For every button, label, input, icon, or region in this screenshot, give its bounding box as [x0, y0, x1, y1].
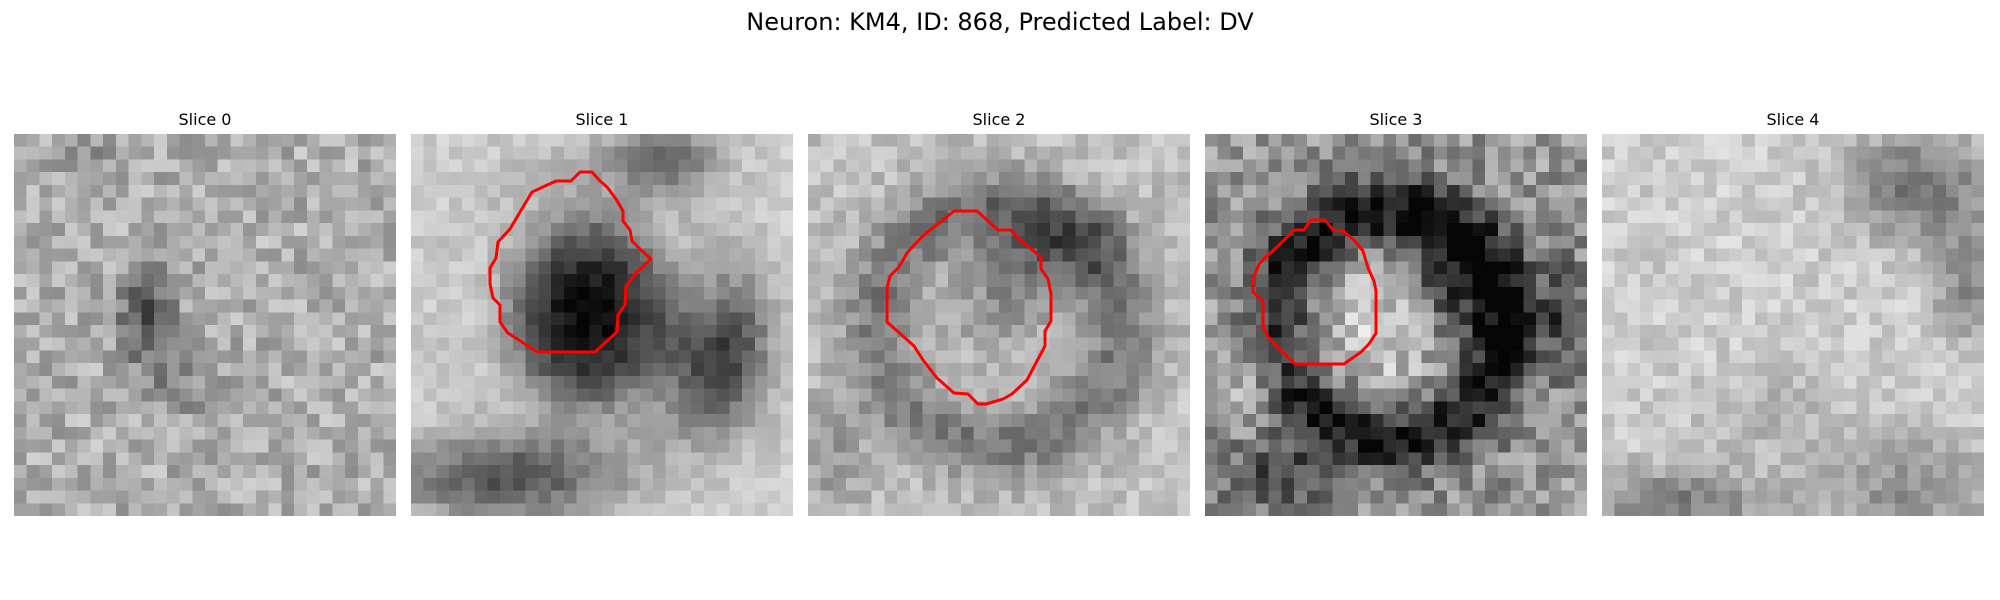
- slice-panel: Slice 1: [411, 110, 793, 522]
- slice-image: [1602, 134, 1984, 516]
- figure-title: Neuron: KM4, ID: 868, Predicted Label: D…: [746, 8, 1254, 36]
- slice-image: [14, 134, 396, 516]
- slice-title: Slice 3: [1369, 110, 1423, 129]
- contour-overlay: [1602, 134, 1984, 516]
- slice-image: [1205, 134, 1587, 516]
- slice-image: [808, 134, 1190, 516]
- segmentation-contour: [1251, 218, 1378, 366]
- segmentation-contour: [488, 170, 653, 354]
- slice-title: Slice 1: [575, 110, 629, 129]
- micrograph-image: [14, 134, 396, 516]
- slice-title: Slice 4: [1766, 110, 1820, 129]
- slice-panel: Slice 3: [1205, 110, 1587, 522]
- micrograph-image: [411, 134, 793, 516]
- slice-title: Slice 0: [178, 110, 232, 129]
- segmentation-contour: [885, 209, 1053, 406]
- micrograph-image: [808, 134, 1190, 516]
- slice-panel: Slice 4: [1602, 110, 1984, 522]
- slice-panel: Slice 2: [808, 110, 1190, 522]
- slice-title: Slice 2: [972, 110, 1026, 129]
- contour-overlay: [885, 209, 1053, 406]
- contour-overlay: [1251, 218, 1378, 366]
- slice-image: [411, 134, 793, 516]
- micrograph-image: [1205, 134, 1587, 516]
- slice-panel: Slice 0: [14, 110, 396, 522]
- contour-overlay: [488, 170, 653, 354]
- contour-overlay: [14, 134, 396, 516]
- micrograph-image: [1602, 134, 1984, 516]
